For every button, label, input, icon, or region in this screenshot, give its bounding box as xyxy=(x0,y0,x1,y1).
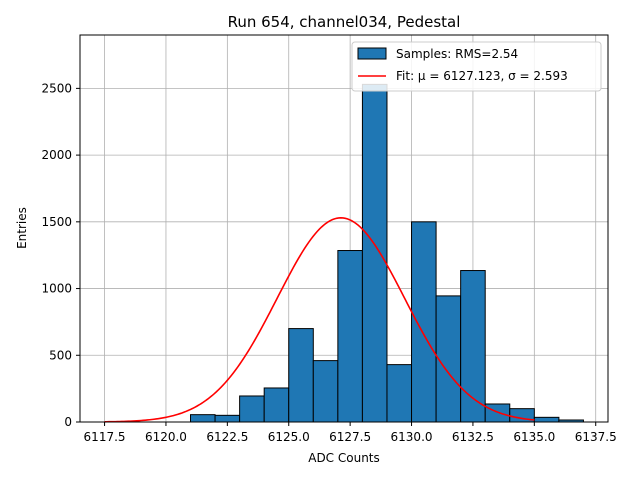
y-tick-label-2: 1000 xyxy=(41,282,72,296)
legend: Samples: RMS=2.54 Fit: μ = 6127.123, σ =… xyxy=(351,41,602,92)
x-tick-label-0: 6117.5 xyxy=(84,430,126,444)
x-axis-ticks: 6117.5 6120.0 6122.5 6125.0 6127.5 6130.0 6132… xyxy=(84,422,617,444)
histogram-bar-3 xyxy=(190,414,216,423)
histogram-bar-6 xyxy=(263,387,290,423)
x-tick-label-5: 6130.0 xyxy=(391,430,433,444)
histogram-bar-10 xyxy=(361,83,388,423)
x-tick-label-2: 6122.5 xyxy=(206,430,248,444)
x-tick-label-6: 6132.5 xyxy=(452,430,494,444)
histogram-bar-8 xyxy=(312,360,339,423)
x-tick-label-1: 6120.0 xyxy=(145,430,187,444)
y-axis-ticks: 0 500 1000 1500 2000 2500 xyxy=(41,81,80,429)
x-tick-label-4: 6127.5 xyxy=(329,430,371,444)
x-tick-label-7: 6135.0 xyxy=(513,430,555,444)
x-tick-label-3: 6125.0 xyxy=(268,430,310,444)
legend-fit-label: Fit: μ = 6127.123, σ = 2.593 xyxy=(396,69,568,83)
y-axis-label: Entries xyxy=(15,207,29,249)
fit-curve xyxy=(104,217,535,423)
chart-title: Run 654, channel034, Pedestal xyxy=(228,13,461,31)
histogram-bar-9 xyxy=(337,250,363,423)
legend-samples-label: Samples: RMS=2.54 xyxy=(396,47,518,61)
y-tick-label-0: 0 xyxy=(64,415,72,429)
histogram-bar-12 xyxy=(411,221,437,423)
histogram-bar-14 xyxy=(460,270,486,423)
histogram-bar-17 xyxy=(533,416,560,423)
x-axis-label: ADC Counts xyxy=(308,451,380,465)
histogram-bar-7 xyxy=(288,328,314,423)
histogram-bar-15 xyxy=(484,403,511,423)
y-tick-label-5: 2500 xyxy=(41,81,72,95)
legend-box xyxy=(351,41,602,92)
histogram-bar-13 xyxy=(435,295,462,423)
fit-curve-group xyxy=(104,217,535,423)
legend-samples-swatch xyxy=(357,47,387,60)
histogram-bar-5 xyxy=(239,395,265,423)
histogram-bar-11 xyxy=(386,364,413,423)
histogram-bar-4 xyxy=(214,414,241,423)
y-tick-label-1: 500 xyxy=(49,348,72,362)
x-tick-label-8: 6137.5 xyxy=(575,430,617,444)
y-tick-label-4: 2000 xyxy=(41,148,72,162)
y-tick-label-3: 1500 xyxy=(41,215,72,229)
plot-frame xyxy=(79,34,609,423)
